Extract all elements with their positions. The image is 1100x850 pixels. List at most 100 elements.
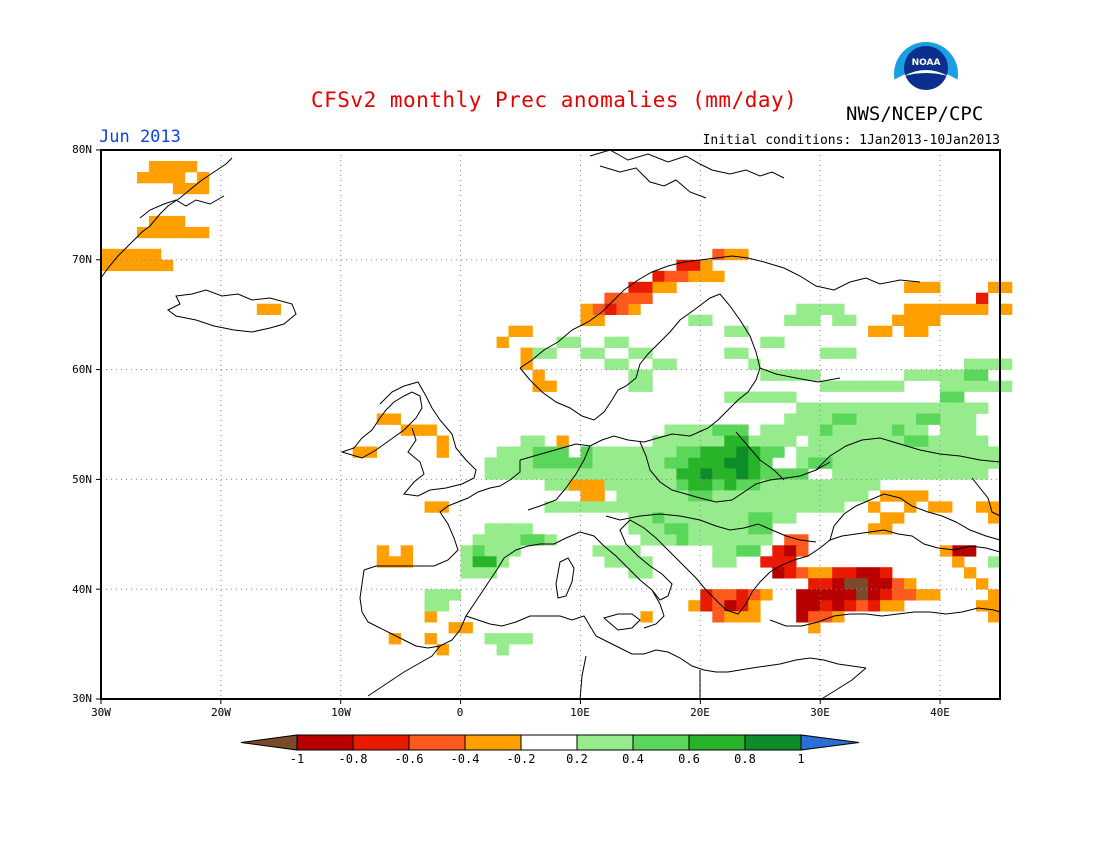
- anomaly-cell: [736, 424, 749, 436]
- anomaly-cell: [988, 457, 1001, 469]
- anomaly-cell: [880, 512, 893, 524]
- anomaly-cell: [952, 369, 965, 381]
- anomaly-cell: [976, 369, 989, 381]
- anomaly-cell: [796, 424, 809, 436]
- anomaly-cell: [760, 523, 773, 535]
- anomaly-cell: [664, 512, 677, 524]
- colorbar-label-8: 0.6: [678, 752, 700, 766]
- anomaly-cell: [712, 611, 725, 623]
- lon-label-30w: 30W: [91, 706, 111, 719]
- anomaly-cell: [784, 424, 797, 436]
- anomaly-cell: [460, 556, 473, 568]
- anomaly-cell: [616, 292, 629, 304]
- anomaly-cell: [772, 435, 785, 447]
- anomaly-cell: [640, 468, 653, 480]
- anomaly-cell: [748, 446, 761, 458]
- anomaly-cell: [916, 281, 929, 294]
- anomaly-cell: [808, 303, 821, 315]
- anomaly-cell: [736, 611, 749, 623]
- anomaly-cell: [700, 424, 713, 436]
- anomaly-cell: [101, 259, 114, 272]
- anomaly-cell: [712, 435, 725, 447]
- anomaly-cell: [532, 534, 545, 546]
- anomaly-cell: [784, 512, 797, 524]
- anomaly-cell: [616, 490, 629, 502]
- anomaly-cell: [976, 303, 989, 315]
- anomaly-cell: [748, 600, 761, 612]
- colorbar-swatch: [296, 734, 354, 751]
- anomaly-cell: [676, 490, 689, 502]
- anomaly-cell: [880, 523, 893, 535]
- anomaly-cell: [796, 600, 809, 612]
- anomaly-cell: [688, 512, 701, 524]
- anomaly-cell: [676, 457, 689, 469]
- anomaly-cell: [964, 468, 977, 480]
- anomaly-cell: [520, 457, 533, 469]
- anomaly-cell: [952, 391, 965, 403]
- anomaly-cell: [808, 567, 821, 579]
- anomaly-cell: [904, 303, 917, 315]
- anomaly-cell: [652, 270, 665, 283]
- anomaly-cell: [844, 347, 857, 359]
- anomaly-cell: [808, 457, 821, 469]
- anomaly-cell: [772, 556, 785, 568]
- anomaly-cell: [868, 589, 881, 601]
- anomaly-cell: [436, 600, 449, 612]
- anomaly-cell: [688, 446, 701, 458]
- anomaly-cell: [784, 479, 797, 491]
- anomaly-cell: [988, 600, 1001, 612]
- anomaly-cell: [760, 424, 773, 436]
- anomaly-cell: [988, 281, 1001, 294]
- anomaly-cell: [484, 457, 497, 469]
- anomaly-cell: [688, 314, 701, 326]
- anomaly-cell: [436, 501, 449, 513]
- anomaly-cell: [544, 501, 557, 513]
- anomaly-cell: [916, 589, 929, 601]
- coastlines: [100, 149, 1001, 701]
- anomaly-cell: [640, 292, 653, 304]
- anomaly-cell: [544, 380, 557, 392]
- anomaly-cell: [928, 402, 941, 414]
- anomaly-cell: [832, 347, 845, 359]
- anomaly-cells: [101, 161, 1013, 656]
- anomaly-cell: [160, 226, 174, 239]
- anomaly-cell: [844, 468, 857, 480]
- anomaly-cell: [688, 501, 701, 513]
- anomaly-cell: [700, 435, 713, 447]
- anomaly-cell: [664, 490, 677, 502]
- anomaly-cell: [496, 523, 509, 535]
- anomaly-cell: [988, 589, 1001, 601]
- anomaly-cell: [724, 589, 737, 601]
- anomaly-cell: [664, 358, 677, 370]
- anomaly-cell: [940, 424, 953, 436]
- anomaly-cell: [808, 369, 821, 381]
- anomaly-cell: [400, 545, 413, 557]
- anomaly-cell: [832, 457, 845, 469]
- anomaly-cell: [424, 501, 437, 513]
- lat-label-70n: 70N: [72, 253, 92, 266]
- anomaly-cell: [892, 314, 905, 326]
- anomaly-cell: [436, 446, 449, 458]
- anomaly-cell: [760, 468, 773, 480]
- anomaly-cell: [724, 534, 737, 546]
- anomaly-cell: [796, 567, 809, 579]
- anomaly-cell: [916, 468, 929, 480]
- anomaly-cell: [736, 347, 749, 359]
- anomaly-cell: [496, 556, 509, 568]
- anomaly-cell: [640, 347, 653, 359]
- anomaly-cell: [556, 501, 569, 513]
- anomaly-cell: [520, 468, 533, 480]
- anomaly-cell: [592, 314, 605, 326]
- anomaly-cell: [700, 457, 713, 469]
- anomaly-cell: [436, 644, 449, 656]
- anomaly-cell: [388, 633, 401, 645]
- anomaly-cell: [628, 303, 641, 315]
- anomaly-cell: [952, 435, 965, 447]
- anomaly-cell: [424, 611, 437, 623]
- anomaly-cell: [844, 446, 857, 458]
- anomaly-cell: [160, 215, 174, 228]
- anomaly-cell: [784, 501, 797, 513]
- anomaly-cell: [796, 545, 809, 557]
- anomaly-cell: [976, 446, 989, 458]
- anomaly-cell: [148, 215, 162, 228]
